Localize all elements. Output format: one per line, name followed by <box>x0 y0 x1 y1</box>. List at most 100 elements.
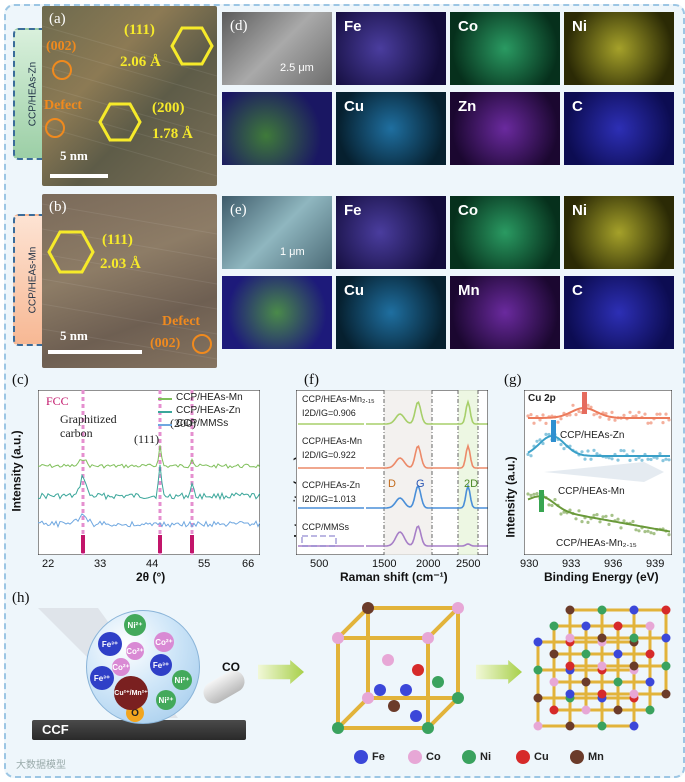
atom-ni <box>452 692 464 704</box>
xps-fit-line <box>528 406 670 419</box>
eds-map-fe: Fe <box>336 196 446 269</box>
atom-fe <box>661 633 671 643</box>
x-axis-label: Binding Energy (eV) <box>544 570 659 584</box>
scale-label: 1 μm <box>280 246 305 258</box>
hkl-label: (200) <box>152 100 185 116</box>
x-tick: 44 <box>146 558 159 570</box>
xps-title: Cu 2p <box>528 393 556 404</box>
hkl-label: (111) <box>102 232 133 248</box>
xps-data-point <box>643 530 647 534</box>
atom-ni <box>661 661 671 671</box>
hkl-label: (002) <box>46 39 77 54</box>
xps-data-point <box>655 456 659 460</box>
element-label: C <box>572 282 583 299</box>
atom-cu <box>597 689 607 699</box>
xps-data-point <box>583 457 587 461</box>
xps-data-point <box>640 458 644 462</box>
atom-mn <box>533 693 543 703</box>
sem-image: (e) 1 μm <box>222 196 332 269</box>
raman-chart: (f) Intensity (a.u.) CCP/HEAs-Mn₂.₁₅ I2D… <box>268 372 496 584</box>
xps-data-point <box>607 522 611 526</box>
atom-fe <box>629 721 639 731</box>
panel-letter: (e) <box>230 202 247 218</box>
hexagon-icon <box>98 102 142 142</box>
x-tick: 66 <box>242 558 255 570</box>
xps-data-point <box>616 458 620 462</box>
atom-fe <box>645 677 655 687</box>
atom-co <box>581 705 591 715</box>
defect-label: Defect <box>162 314 201 329</box>
legend-label: Cu <box>534 751 549 763</box>
xps-data-point <box>610 457 614 461</box>
element-label: Zn <box>458 98 477 115</box>
xps-data-point <box>577 409 581 414</box>
atom-co <box>645 621 655 631</box>
xps-data-point <box>619 448 623 453</box>
x-tick: 1500 <box>372 558 397 570</box>
xrd-chart: (c) Intensity (a.u.) FCC Graphitized car… <box>8 372 263 584</box>
element-label: Ni <box>572 202 587 219</box>
xps-data-point <box>607 456 611 460</box>
legend-label: CCP/HEAs-Zn <box>176 405 241 416</box>
oxygen-label: O <box>131 707 139 719</box>
xps-data-point <box>634 414 638 418</box>
element-label: Co <box>458 18 478 35</box>
element-label: Co <box>458 202 478 219</box>
eds-map-co: Co <box>450 196 560 269</box>
peak-label: (111) <box>134 432 160 446</box>
legend-atom-ni <box>462 750 476 764</box>
legend-swatch <box>158 424 172 426</box>
peak-marker <box>539 490 544 512</box>
atom-mn <box>362 602 374 614</box>
fcc-label: FCC <box>46 394 69 408</box>
tem-image-a: (a) (111) 2.06 Å (002) Defect (200) 1.78… <box>42 6 217 186</box>
atom-mn <box>388 700 400 712</box>
metal-ion: Ni²⁺ <box>124 614 146 636</box>
metal-ion: Co²⁺ <box>126 642 144 660</box>
atom-ni <box>332 722 344 734</box>
xps-data-point <box>589 405 593 409</box>
lattice-fringes-a <box>42 25 217 178</box>
band-label: D <box>388 478 396 490</box>
x-tick: 936 <box>604 558 623 570</box>
eds-map-c: C <box>564 92 674 165</box>
xps-chart: (g) Intensity (a.u.) Cu 2p CCP/HEAs-Zn C… <box>500 372 680 584</box>
xps-data-point <box>604 412 608 416</box>
watermark: 大数据模型 <box>16 760 66 771</box>
xps-data-point <box>631 519 635 524</box>
scale-label: 5 nm <box>60 328 88 343</box>
xps-data-point <box>544 432 548 436</box>
legend-atom-co <box>408 750 422 764</box>
atom-fe <box>581 621 591 631</box>
xps-data-point <box>586 449 590 453</box>
atom-ni <box>549 621 559 631</box>
xps-data-point <box>667 458 671 462</box>
xps-data-point <box>553 498 557 502</box>
co-label: CO <box>222 660 240 674</box>
element-label: Fe <box>344 202 362 219</box>
raman-series-line <box>366 443 488 469</box>
series-label: CCP/HEAs-Mn₂.₁₅ <box>556 538 637 549</box>
x-tick: 2500 <box>456 558 481 570</box>
xps-data-point <box>610 410 614 414</box>
xps-data-point <box>649 531 653 535</box>
atom-mn <box>661 689 671 699</box>
x-tick: 500 <box>310 558 329 570</box>
ccf-substrate: CCF <box>32 720 246 740</box>
xps-data-point <box>664 457 668 461</box>
d-spacing-label: 2.06 Å <box>120 54 161 70</box>
xps-data-point <box>577 509 581 513</box>
atom-fe <box>400 684 412 696</box>
band-label: 2D <box>464 478 479 490</box>
atom-co <box>565 633 575 643</box>
xps-data-point <box>613 418 617 422</box>
atom-fe <box>374 684 386 696</box>
eds-map-mn: Mn <box>450 276 560 349</box>
xps-data-point <box>562 447 566 451</box>
eds-overlay <box>222 92 332 165</box>
metal-ion: Fe³⁺ <box>150 654 172 676</box>
atom-ni <box>533 665 543 675</box>
xps-data-point <box>607 417 611 421</box>
xps-data-point <box>559 512 563 516</box>
atom-co <box>549 677 559 687</box>
